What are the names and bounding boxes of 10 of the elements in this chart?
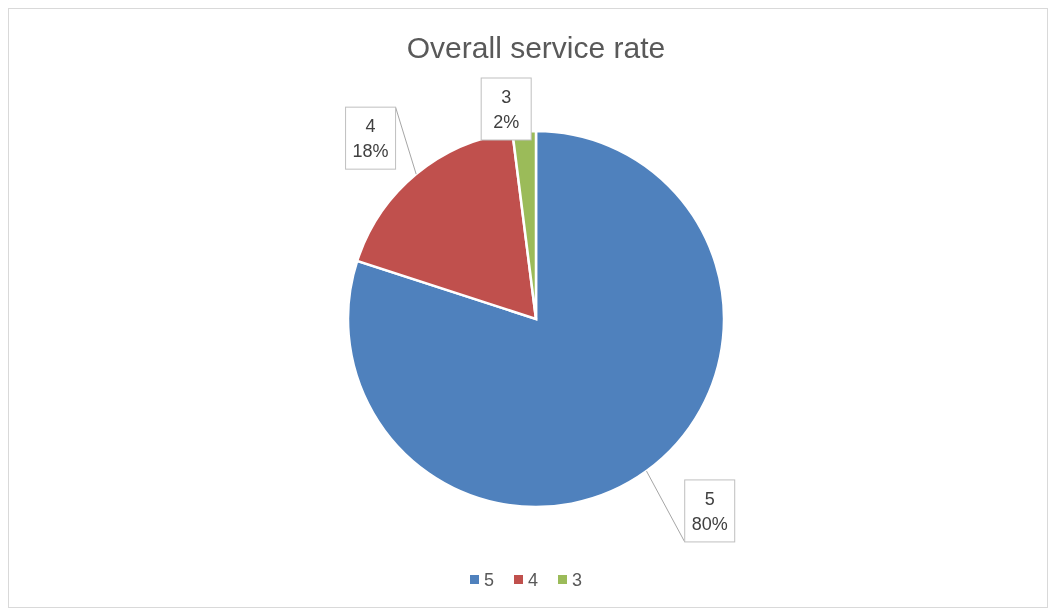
legend-label: 4 [528,570,539,590]
slice-label: 5 [704,488,715,509]
legend-label: 5 [484,570,495,590]
data-label: 2% [493,112,520,132]
data-label: 80% [691,513,728,534]
slice-label: 4 [365,116,376,137]
chart-title: Overall service rate [406,31,666,64]
data-label: 18% [352,141,389,162]
legend-label: 3 [572,570,583,590]
slice-label: 3 [501,87,512,107]
